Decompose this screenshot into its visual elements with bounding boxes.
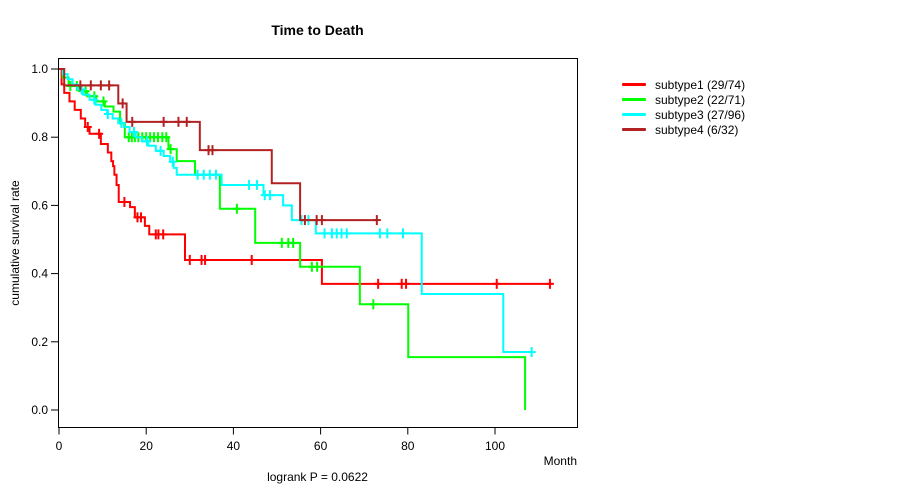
censor-marks-subtype1 [83,121,554,289]
legend-line-swatch [622,128,646,131]
legend-line-swatch [622,113,646,116]
censor-marks-subtype4 [76,80,381,226]
y-axis-tick-label: 0.2 [31,335,48,349]
x-axis-tick-label: 100 [485,439,505,453]
legend-line-swatch [622,98,646,101]
x-axis-title: Month [543,454,577,468]
x-axis-tick-label: 60 [314,439,328,453]
plot-border [58,58,578,428]
legend-item: subtype1 (29/74) [622,77,745,92]
x-axis-tick-label: 40 [227,439,241,453]
legend-label: subtype3 (27/96) [655,107,746,122]
km-curve-subtype1 [59,68,552,285]
km-curve-subtype3 [59,68,534,354]
y-axis-tick-label: 0.4 [31,267,48,281]
x-axis-tick-label: 80 [401,439,415,453]
chart-title: Time to Death [271,22,364,38]
x-axis-tick-label: 0 [56,439,63,453]
km-curve-subtype2 [59,68,527,410]
legend-line-swatch [622,83,646,86]
logrank-p-annotation: logrank P = 0.0622 [267,470,368,484]
y-axis-tick-label: 1.0 [31,62,48,76]
legend-label: subtype4 (6/32) [655,122,739,137]
y-axis-tick-label: 0.6 [31,198,48,212]
legend-item: subtype3 (27/96) [622,107,745,122]
legend-item: subtype2 (22/71) [622,92,745,107]
legend-item: subtype4 (6/32) [622,122,745,137]
censor-marks-subtype3 [77,84,536,358]
legend-label: subtype1 (29/74) [655,77,746,92]
y-axis-tick-label: 0.8 [31,130,48,144]
legend: subtype1 (29/74) subtype2 (22/71) subtyp… [622,77,745,137]
x-axis-tick-label: 20 [140,439,154,453]
y-axis-tick-label: 0.0 [31,403,48,417]
legend-label: subtype2 (22/71) [655,92,746,107]
